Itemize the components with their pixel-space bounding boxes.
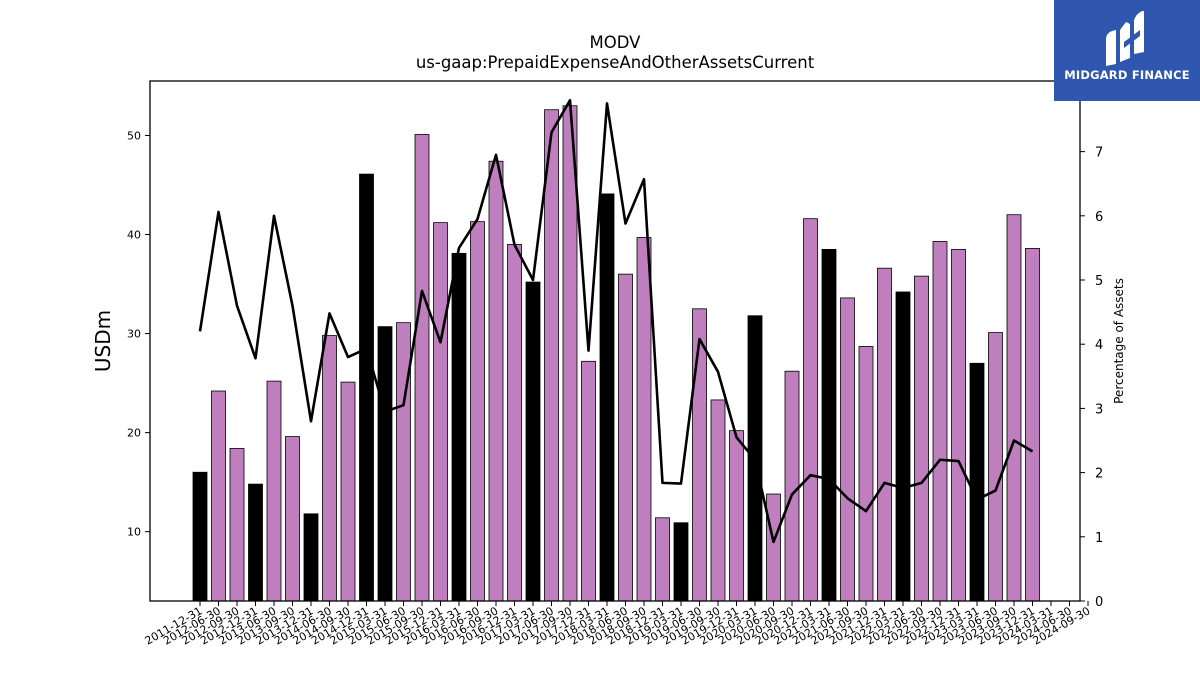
bar xyxy=(396,322,411,602)
bar xyxy=(729,430,744,602)
bar xyxy=(988,332,1003,602)
bar xyxy=(544,109,559,602)
y2-tick-label: 2 xyxy=(1095,467,1103,482)
bar xyxy=(932,241,948,602)
bar xyxy=(266,380,282,602)
y2-axis-label: Percentage of Assets xyxy=(1112,278,1126,404)
bar xyxy=(377,326,393,602)
left-axis: 10 20 30 40 50 xyxy=(127,129,150,539)
bar xyxy=(692,308,707,602)
bar xyxy=(618,273,633,602)
bar xyxy=(507,244,522,602)
bar xyxy=(248,483,263,602)
bar xyxy=(581,360,596,602)
y-tick-label: 50 xyxy=(127,129,141,142)
bar xyxy=(710,399,726,602)
bar xyxy=(858,346,874,602)
bar-group xyxy=(192,105,1040,602)
bar xyxy=(1025,247,1040,602)
bar xyxy=(821,248,837,602)
y2-tick-label: 6 xyxy=(1095,210,1103,225)
bar xyxy=(433,222,448,602)
y-tick-label: 20 xyxy=(127,427,141,440)
bar xyxy=(599,193,615,602)
bar xyxy=(322,335,337,602)
y2-tick-label: 3 xyxy=(1095,402,1103,417)
y2-tick-label: 0 xyxy=(1095,595,1103,610)
bar xyxy=(451,252,467,602)
bar xyxy=(969,362,985,602)
x-axis: 2011-12-312012-06-302012-09-302012-12-31… xyxy=(143,601,1093,648)
plot-frame xyxy=(149,80,1081,602)
bar xyxy=(1006,214,1022,602)
y2-tick-label: 1 xyxy=(1095,531,1103,546)
midgard-logo-icon xyxy=(1106,11,1144,66)
y-tick-label: 30 xyxy=(127,328,141,341)
bar xyxy=(951,248,966,602)
bar xyxy=(914,275,929,602)
bar xyxy=(229,448,245,602)
bar xyxy=(803,218,818,602)
chart-subtitle: us-gaap:PrepaidExpenseAndOtherAssetsCurr… xyxy=(416,53,815,72)
bar xyxy=(525,281,541,602)
bar xyxy=(414,134,430,602)
y2-tick-label: 7 xyxy=(1095,146,1103,161)
brand-logo: MIDGARD FINANCE xyxy=(1054,0,1200,101)
right-axis: 0 1 2 3 4 5 6 7 xyxy=(1080,146,1103,610)
bar xyxy=(359,173,374,602)
bar xyxy=(285,436,300,602)
bar xyxy=(673,522,689,602)
bar xyxy=(488,160,504,602)
chart-title: MODV xyxy=(590,33,642,52)
y-tick-label: 40 xyxy=(127,229,141,242)
bar xyxy=(340,381,356,602)
percentage-line xyxy=(198,98,1034,544)
y2-tick-label: 5 xyxy=(1095,274,1103,289)
bar xyxy=(192,471,208,602)
bar xyxy=(636,237,652,602)
bar xyxy=(211,390,226,602)
y-tick-label: 10 xyxy=(127,526,141,539)
brand-name: MIDGARD FINANCE xyxy=(1064,68,1190,82)
bar xyxy=(895,291,911,602)
bar xyxy=(877,267,892,602)
bar xyxy=(655,517,670,602)
bar xyxy=(766,493,781,602)
y2-tick-label: 4 xyxy=(1095,338,1103,353)
bar xyxy=(303,513,319,602)
bar xyxy=(840,297,855,602)
bar xyxy=(470,221,485,602)
y-axis-label: USDm xyxy=(91,310,115,372)
bar xyxy=(784,370,800,602)
